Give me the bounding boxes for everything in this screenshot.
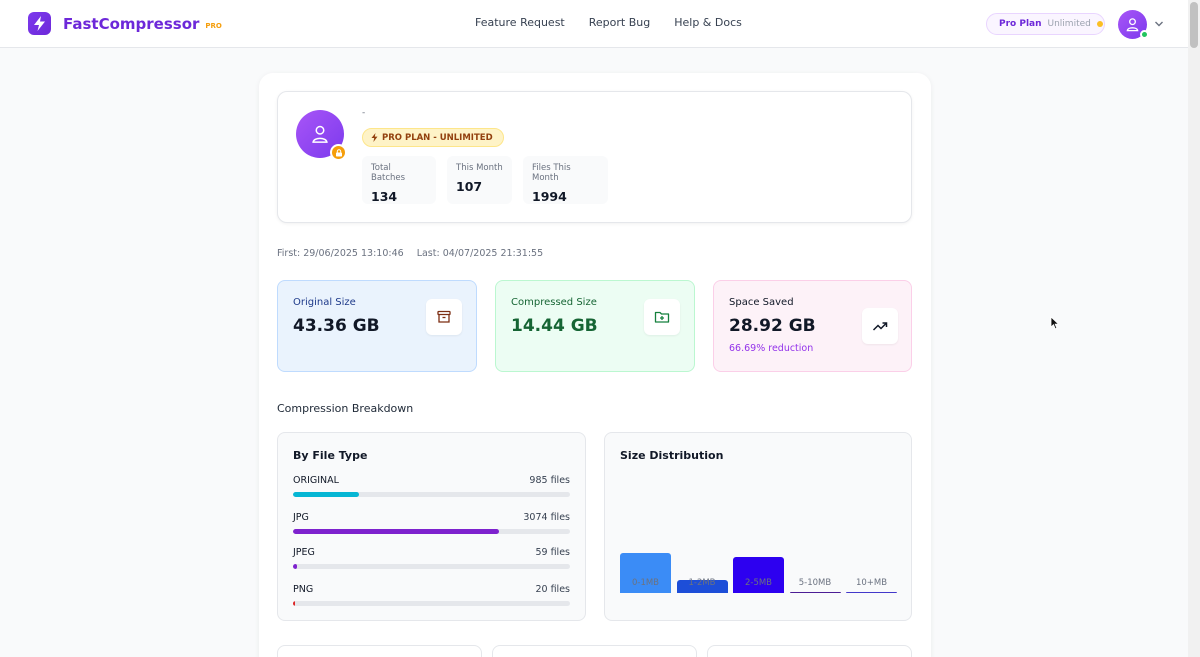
size-distribution-chart	[620, 513, 897, 593]
archive-icon	[426, 299, 462, 335]
lock-icon	[330, 144, 347, 161]
file-type-row: ORIGINAL 985 files	[293, 475, 570, 497]
plan-pill-dot	[1096, 21, 1103, 27]
chevron-down-icon[interactable]	[1154, 18, 1164, 32]
brand-name: FastCompressor	[63, 14, 200, 33]
mouse-cursor-icon	[1050, 316, 1060, 333]
file-type-panel: By File Type ORIGINAL 985 files JPG 3074 f…	[277, 432, 586, 621]
bottom-card	[277, 645, 482, 657]
progress-fill	[293, 492, 360, 497]
user-icon	[1126, 18, 1139, 32]
file-type-name: ORIGINAL	[293, 475, 339, 486]
dashboard-card: - PRO PLAN - UNLIMITED Total Batches 134…	[259, 73, 931, 657]
online-status-dot	[1140, 30, 1149, 39]
stat-value: 1994	[532, 189, 567, 204]
file-type-count: 3074 files	[523, 512, 570, 523]
plan-pill-status: Unlimited	[1047, 19, 1091, 29]
bar-label: 1-2MB	[688, 578, 716, 588]
bar-2-5MB[interactable]	[733, 556, 784, 593]
progress-track	[293, 564, 570, 569]
plan-pill[interactable]: Pro Plan Unlimited	[986, 13, 1105, 35]
stat-files-this-month: Files This Month 1994	[523, 156, 608, 204]
brand-pro-badge: PRO	[205, 21, 222, 30]
user-name: -	[362, 108, 366, 118]
stat-this-month: This Month 107	[447, 156, 512, 204]
metric-original-size: Original Size 43.36 GB	[277, 280, 477, 372]
scrollbar-thumb[interactable]	[1190, 2, 1198, 48]
first-date: First: 29/06/2025 13:10:46	[277, 248, 404, 259]
stat-label: Total Batches	[371, 163, 406, 183]
size-distribution-panel: Size Distribution 0-1MB 1-2MB 2-5MB 5-10MB 1…	[604, 432, 912, 621]
plan-badge: PRO PLAN - UNLIMITED	[362, 128, 504, 147]
activity-dates: First: 29/06/2025 13:10:46 Last: 04/07/2…	[277, 248, 543, 259]
progress-track	[293, 492, 570, 497]
file-type-count: 20 files	[535, 584, 570, 595]
bar-5-10MB[interactable]	[789, 592, 841, 593]
profile-card: - PRO PLAN - UNLIMITED Total Batches 134…	[277, 91, 912, 223]
file-type-row: JPEG 59 files	[293, 547, 570, 569]
section-title: Compression Breakdown	[277, 402, 414, 415]
file-type-name: JPG	[293, 512, 309, 523]
top-nav: Feature Request Report Bug Help & Docs	[475, 16, 742, 29]
progress-track	[293, 601, 570, 606]
file-type-name: JPEG	[293, 547, 315, 558]
bar-10+MB[interactable]	[846, 592, 897, 593]
plan-pill-name: Pro Plan	[999, 19, 1042, 29]
metric-value: 28.92 GB	[729, 316, 816, 336]
stat-label: This Month	[456, 163, 503, 173]
stat-value: 134	[371, 189, 398, 204]
metric-value: 43.36 GB	[293, 316, 380, 336]
metric-label: Space Saved	[729, 297, 794, 308]
file-type-count: 59 files	[535, 547, 570, 558]
progress-fill	[293, 564, 297, 569]
metric-label: Compressed Size	[511, 297, 597, 308]
bar-label: 2-5MB	[744, 578, 773, 588]
bar-label: 0-1MB	[631, 578, 660, 588]
stat-label: Files This Month	[532, 163, 571, 183]
metric-value: 14.44 GB	[511, 316, 598, 336]
top-navbar: FastCompressor PRO Feature Request Repor…	[0, 0, 1188, 48]
bar-label: 10+MB	[855, 578, 888, 588]
file-type-count: 985 files	[529, 475, 570, 486]
lightning-logo-icon	[28, 12, 51, 35]
reduction-text: 66.69% reduction	[729, 343, 814, 354]
bar-1-2MB[interactable]	[676, 579, 728, 593]
brand[interactable]: FastCompressor PRO	[28, 12, 222, 35]
file-type-name: PNG	[293, 584, 314, 595]
panel-title: Size Distribution	[620, 449, 724, 462]
progress-track	[293, 529, 570, 534]
metric-compressed-size: Compressed Size 14.44 GB	[495, 280, 695, 372]
last-date: Last: 04/07/2025 21:31:55	[416, 248, 544, 259]
lightning-icon	[371, 133, 378, 142]
folder-plus-icon	[644, 299, 680, 335]
plan-badge-label: PRO PLAN - UNLIMITED	[382, 132, 493, 143]
user-icon	[312, 125, 328, 143]
nav-help-docs[interactable]: Help & Docs	[674, 16, 742, 29]
bar-label: 5-10MB	[798, 578, 832, 588]
scrollbar[interactable]	[1188, 0, 1200, 657]
stat-value: 107	[456, 179, 483, 194]
stat-total-batches: Total Batches 134	[362, 156, 436, 204]
panel-title: By File Type	[293, 449, 368, 462]
user-avatar[interactable]	[1118, 10, 1149, 39]
file-type-row: JPG 3074 files	[293, 512, 570, 534]
file-type-row: PNG 20 files	[293, 584, 570, 606]
progress-fill	[293, 529, 500, 534]
progress-fill	[293, 601, 295, 606]
bottom-card	[492, 645, 697, 657]
metric-label: Original Size	[293, 297, 356, 308]
bottom-card	[707, 645, 912, 657]
nav-feature-request[interactable]: Feature Request	[475, 16, 565, 29]
profile-avatar	[296, 110, 344, 158]
metric-space-saved: Space Saved 28.92 GB 66.69% reduction	[713, 280, 912, 372]
trending-up-icon	[862, 308, 898, 344]
nav-report-bug[interactable]: Report Bug	[588, 16, 651, 29]
bar-0-1MB[interactable]	[620, 553, 671, 593]
